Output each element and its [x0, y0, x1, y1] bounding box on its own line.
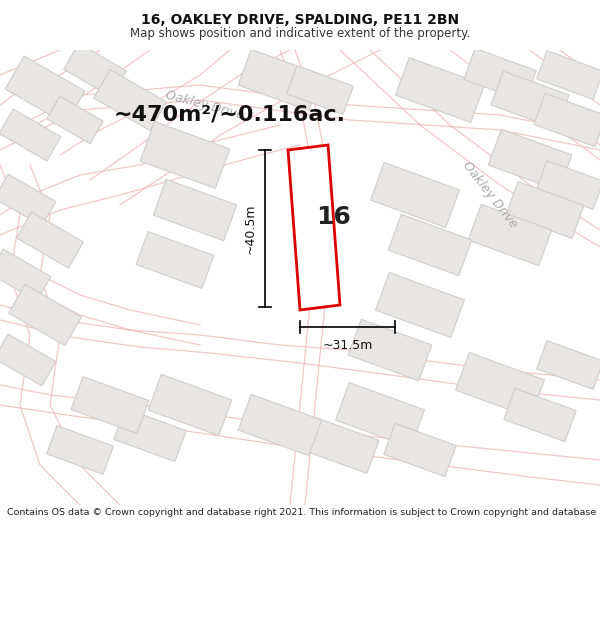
- Polygon shape: [348, 319, 432, 381]
- Polygon shape: [376, 272, 464, 338]
- Polygon shape: [288, 145, 340, 310]
- Polygon shape: [388, 214, 472, 276]
- Polygon shape: [536, 161, 600, 209]
- Text: ~470m²/~0.116ac.: ~470m²/~0.116ac.: [114, 105, 346, 125]
- Polygon shape: [64, 43, 127, 97]
- Polygon shape: [5, 56, 85, 124]
- Polygon shape: [301, 417, 379, 473]
- Polygon shape: [0, 109, 61, 161]
- Polygon shape: [504, 388, 576, 442]
- Polygon shape: [8, 284, 82, 346]
- Polygon shape: [384, 423, 456, 477]
- Polygon shape: [395, 58, 484, 122]
- Polygon shape: [0, 249, 51, 301]
- Text: ~40.5m: ~40.5m: [244, 203, 257, 254]
- Polygon shape: [47, 426, 113, 474]
- Polygon shape: [468, 204, 552, 266]
- Polygon shape: [238, 394, 322, 456]
- Polygon shape: [17, 212, 83, 268]
- Polygon shape: [287, 66, 353, 114]
- Polygon shape: [491, 71, 569, 129]
- Polygon shape: [0, 174, 56, 226]
- Polygon shape: [371, 162, 460, 228]
- Polygon shape: [47, 96, 103, 144]
- Polygon shape: [148, 374, 232, 436]
- Polygon shape: [136, 232, 214, 288]
- Polygon shape: [536, 341, 600, 389]
- Polygon shape: [94, 69, 166, 131]
- Polygon shape: [536, 51, 600, 99]
- Text: Oakley Drive: Oakley Drive: [164, 88, 245, 122]
- Polygon shape: [488, 129, 572, 191]
- Text: Contains OS data © Crown copyright and database right 2021. This information is : Contains OS data © Crown copyright and d…: [7, 508, 600, 517]
- Polygon shape: [464, 48, 536, 102]
- Polygon shape: [534, 93, 600, 147]
- Text: Map shows position and indicative extent of the property.: Map shows position and indicative extent…: [130, 27, 470, 40]
- Polygon shape: [335, 382, 424, 448]
- Text: 16, OAKLEY DRIVE, SPALDING, PE11 2BN: 16, OAKLEY DRIVE, SPALDING, PE11 2BN: [141, 12, 459, 26]
- Text: ~31.5m: ~31.5m: [322, 339, 373, 352]
- Polygon shape: [238, 49, 322, 111]
- Text: Oakley Drive: Oakley Drive: [460, 159, 520, 231]
- Polygon shape: [71, 377, 149, 433]
- Text: 16: 16: [317, 206, 352, 229]
- Polygon shape: [0, 334, 56, 386]
- Polygon shape: [455, 352, 544, 418]
- Polygon shape: [114, 408, 186, 462]
- Polygon shape: [140, 122, 230, 188]
- Polygon shape: [506, 182, 584, 238]
- Polygon shape: [153, 179, 237, 241]
